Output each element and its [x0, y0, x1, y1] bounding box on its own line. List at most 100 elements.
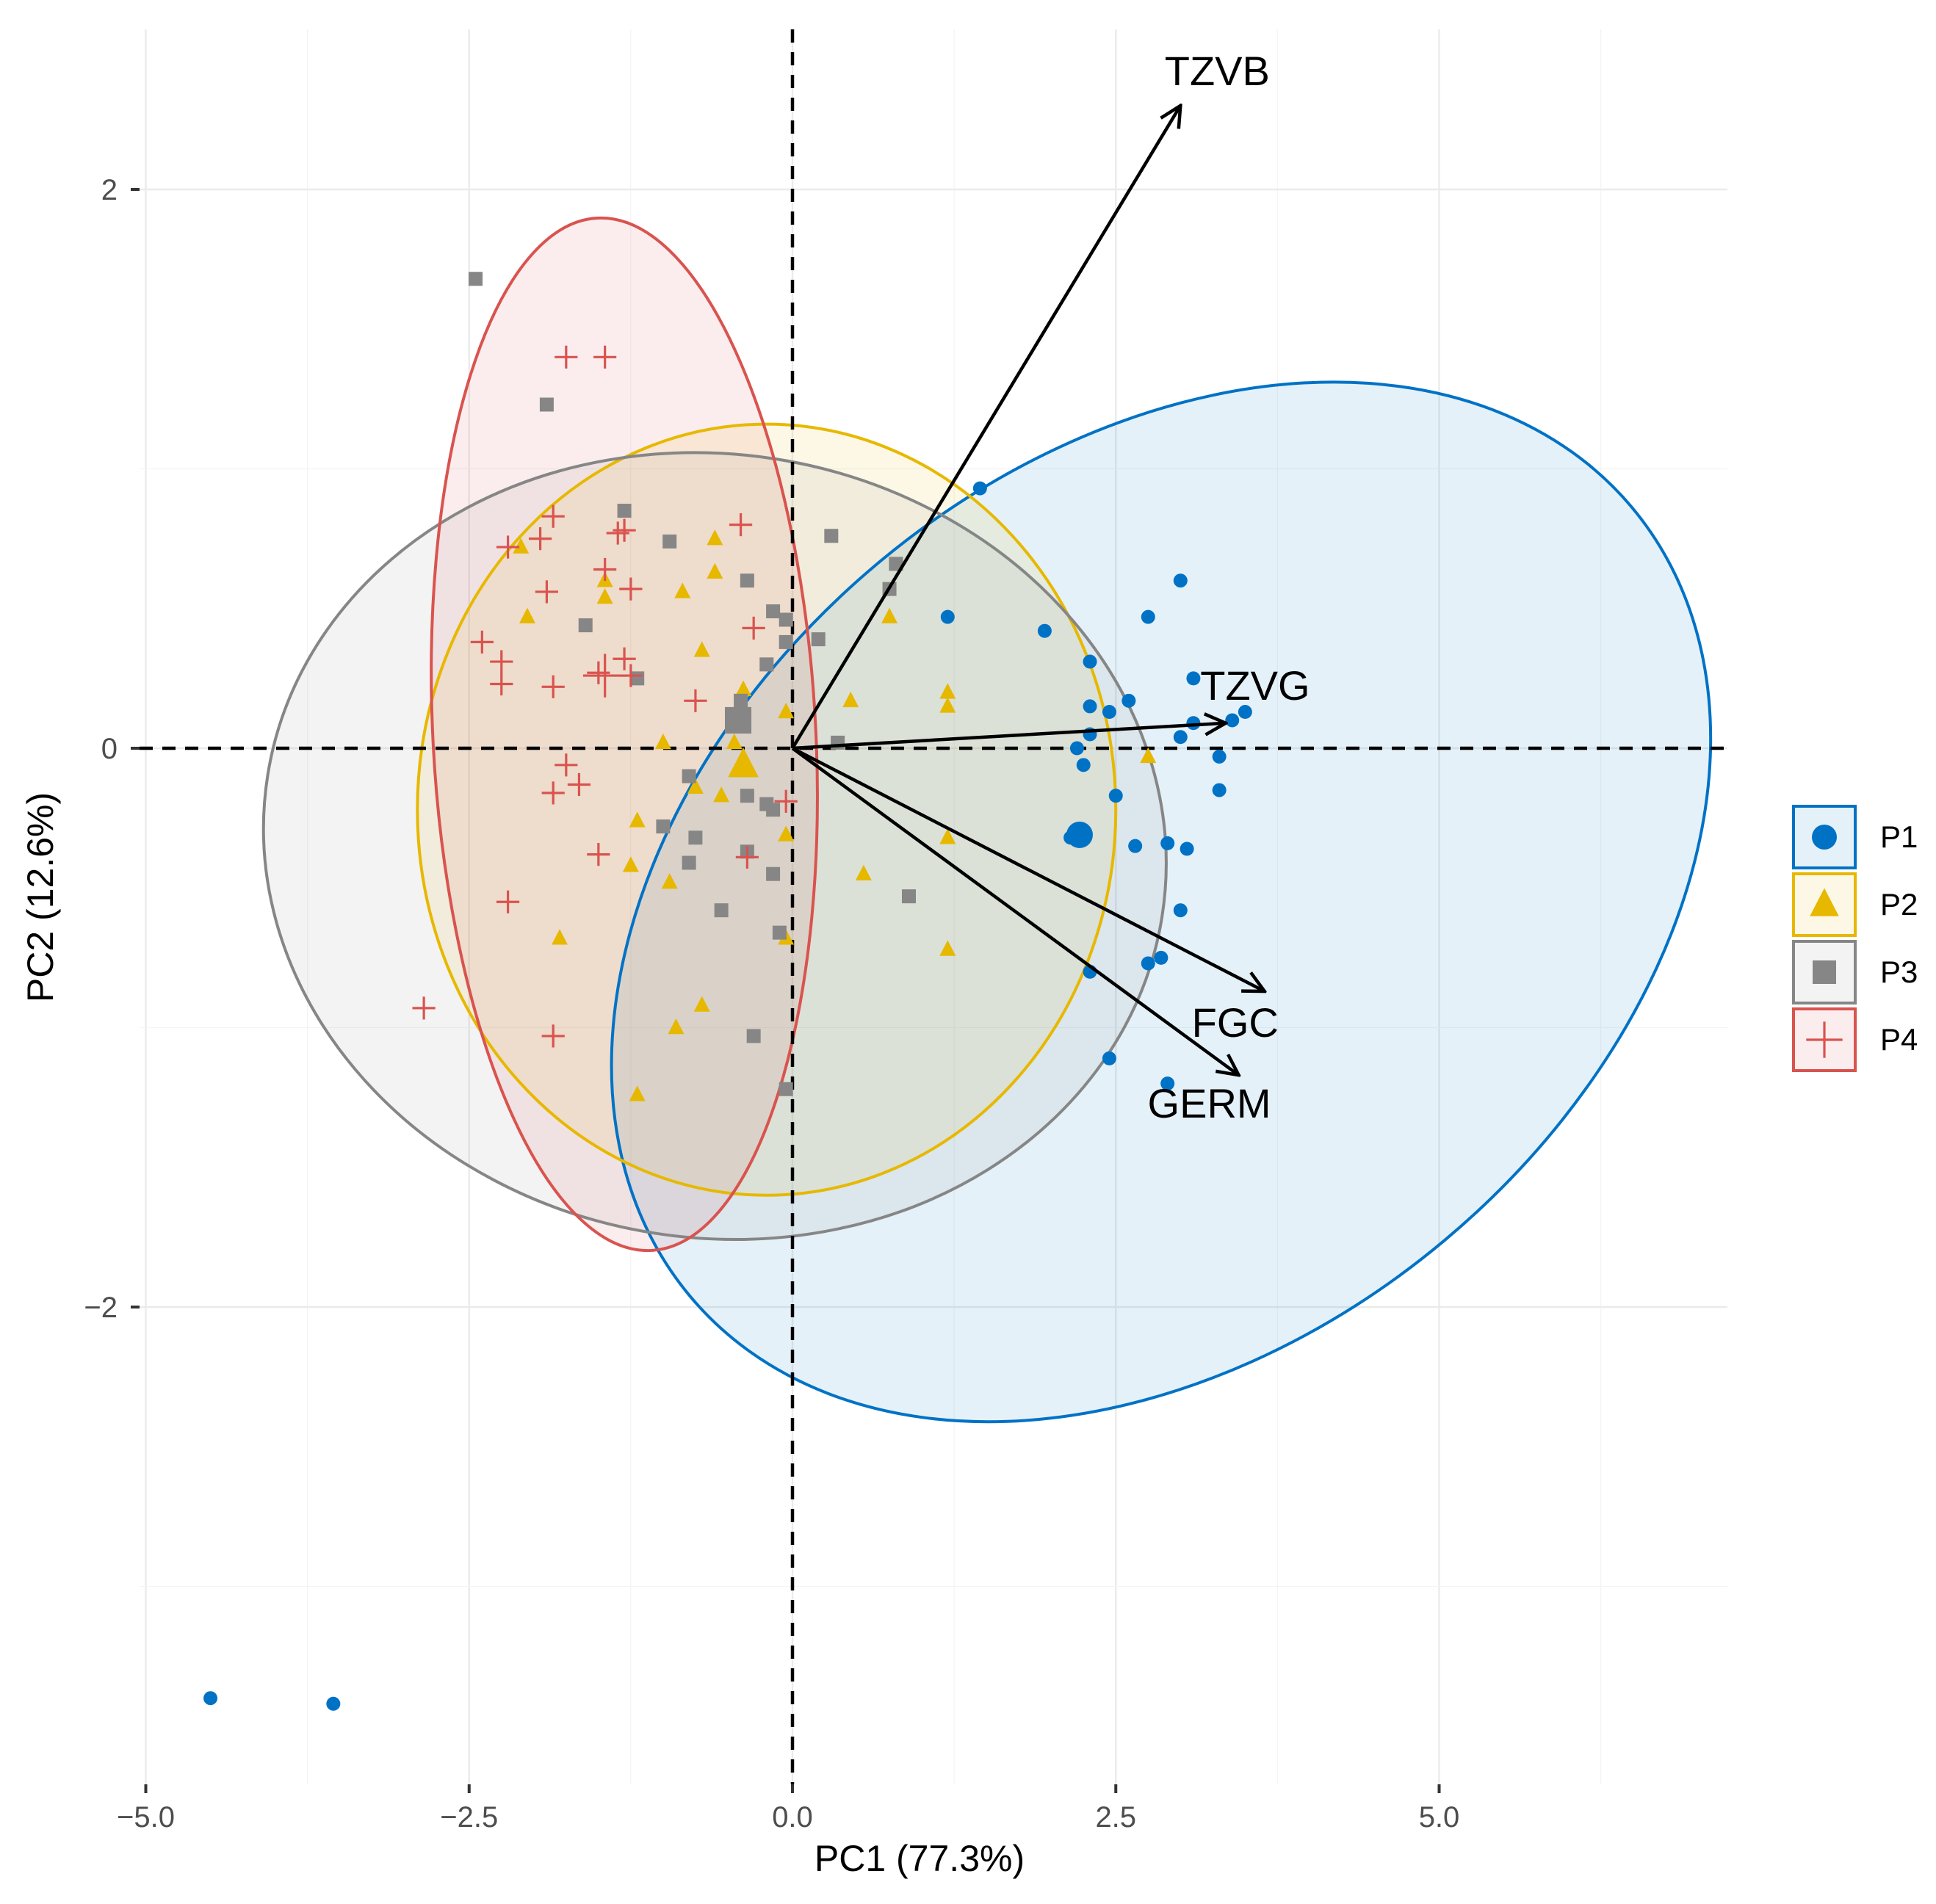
point-p3 — [469, 272, 483, 286]
point-p2 — [674, 582, 691, 598]
point-p1 — [1076, 758, 1091, 772]
loading-arrow-fgc — [791, 746, 1265, 991]
point-p1 — [1083, 699, 1097, 714]
point-p4 — [541, 781, 565, 805]
point-p3 — [901, 889, 916, 904]
ellipse-outline-p2 — [416, 422, 1118, 1197]
point-p3 — [772, 925, 787, 940]
point-p1 — [1154, 950, 1169, 965]
loading-label-fgc: FGC — [1192, 999, 1279, 1046]
y-axis-title: PC2 (12.6%) — [20, 792, 61, 1002]
point-p1 — [1160, 1076, 1175, 1091]
point-p3 — [766, 803, 781, 817]
point-p1 — [1173, 730, 1188, 745]
centroid-p3 — [724, 706, 752, 734]
point-p1 — [1102, 1051, 1116, 1065]
point-p1 — [1212, 749, 1227, 764]
legend-key-symbol — [1812, 825, 1837, 850]
confidence-ellipses — [261, 216, 1713, 1424]
point-p4 — [555, 753, 578, 777]
loading-arrow-tzvb — [791, 106, 1180, 750]
point-p2 — [513, 537, 530, 554]
point-p1 — [972, 481, 987, 496]
point-p1 — [1173, 903, 1188, 918]
point-p3 — [889, 557, 903, 571]
point-p3 — [734, 693, 748, 708]
point-p3 — [539, 397, 554, 412]
point-p4 — [541, 1024, 565, 1048]
point-p4 — [490, 650, 513, 673]
x-tick-label: 5.0 — [1419, 1801, 1460, 1834]
data-points — [203, 272, 1252, 1711]
point-p3 — [630, 671, 645, 686]
point-p4 — [613, 647, 636, 670]
point-p2 — [519, 607, 535, 623]
point-p2 — [939, 697, 956, 713]
point-p4 — [774, 789, 798, 813]
ellipse-fill-p4 — [431, 217, 817, 1251]
point-p1 — [1186, 671, 1201, 686]
y-tick-label: −2 — [84, 1292, 118, 1324]
point-p2 — [855, 864, 872, 880]
centroid-p1 — [1066, 821, 1093, 849]
point-p4 — [593, 345, 617, 369]
point-p3 — [682, 769, 696, 783]
loading-vectors: TZVB TZVG FGC GERM — [791, 48, 1310, 1126]
point-p2 — [726, 733, 743, 750]
point-p2 — [778, 825, 795, 841]
point-p3 — [779, 1082, 793, 1096]
point-p4 — [535, 580, 559, 604]
point-p1 — [940, 609, 955, 624]
point-p4 — [490, 672, 513, 696]
point-p1 — [1128, 839, 1143, 853]
centroid-p4 — [583, 654, 627, 698]
point-p2 — [596, 588, 613, 604]
point-p1 — [1225, 713, 1240, 728]
y-tick-label: 0 — [101, 733, 118, 765]
legend-label-p1: P1 — [1880, 819, 1918, 854]
legend-label-p3: P3 — [1880, 955, 1918, 989]
point-p4 — [735, 845, 759, 869]
point-p2 — [707, 562, 723, 579]
legend: P1 P2 P3 P4 — [1792, 805, 1918, 1072]
point-p3 — [578, 618, 593, 633]
loading-label-tzvb: TZVB — [1165, 48, 1270, 94]
y-tick-label: 2 — [101, 174, 118, 206]
ellipse-fill-p1 — [611, 382, 1711, 1422]
point-p4 — [729, 513, 753, 537]
point-p1 — [1212, 783, 1227, 797]
point-p2 — [939, 828, 956, 844]
point-p4 — [619, 577, 643, 601]
point-p2 — [707, 529, 723, 546]
legend-key-p2 — [1792, 872, 1857, 937]
point-p4 — [496, 535, 520, 559]
ellipse-outline-p3 — [261, 451, 1168, 1241]
legend-key-p4 — [1792, 1007, 1857, 1072]
x-axis-title: PC1 (77.3%) — [815, 1838, 1025, 1879]
point-p3 — [811, 632, 826, 647]
point-p2 — [629, 1085, 646, 1101]
point-p1 — [203, 1691, 218, 1706]
point-p1 — [1141, 956, 1155, 971]
point-p3 — [740, 573, 754, 588]
point-p4 — [613, 518, 636, 542]
point-p2 — [687, 778, 704, 794]
point-p1 — [1037, 623, 1052, 638]
point-p4 — [496, 890, 520, 913]
ellipse-outline-p4 — [430, 216, 819, 1253]
point-p2 — [552, 929, 568, 945]
point-p1 — [1141, 609, 1155, 624]
point-p3 — [824, 529, 839, 543]
point-p4 — [593, 557, 617, 582]
point-p2 — [629, 811, 646, 828]
legend-key-symbol — [1813, 960, 1836, 984]
point-p2 — [693, 996, 710, 1012]
reference-lines — [140, 29, 1727, 1784]
point-p3 — [779, 634, 793, 649]
point-p4 — [541, 504, 565, 528]
point-p1 — [1083, 654, 1097, 669]
point-p4 — [470, 630, 494, 654]
point-p3 — [766, 604, 781, 619]
point-p2 — [622, 856, 639, 872]
point-p2 — [693, 641, 710, 657]
